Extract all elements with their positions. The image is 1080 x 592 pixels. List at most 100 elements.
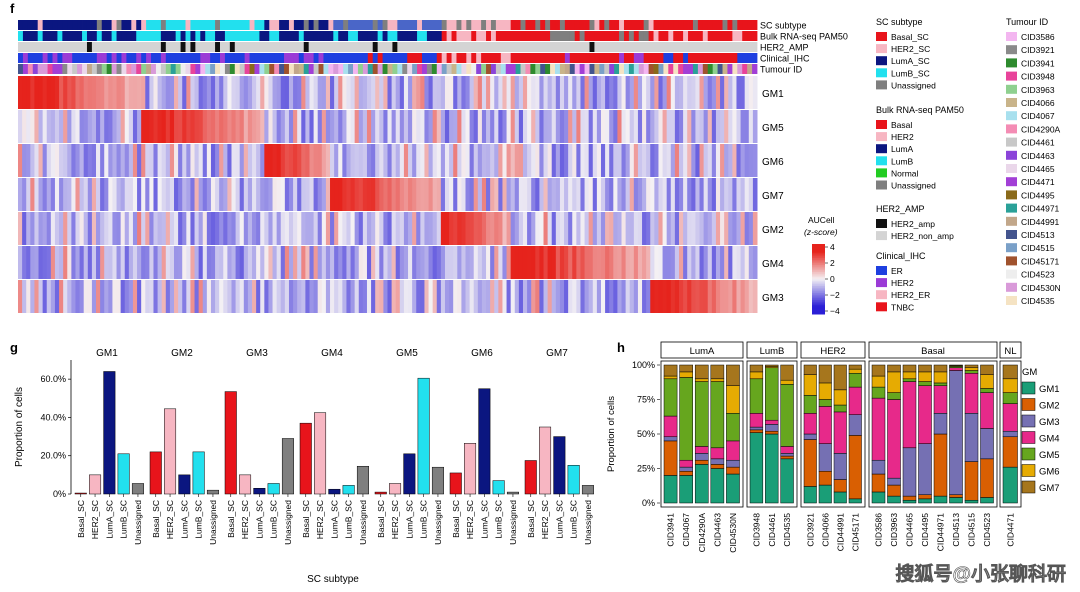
annot-sc-cell — [520, 20, 526, 30]
annot-sc-cell — [678, 20, 684, 30]
heatmap-cell — [227, 144, 232, 177]
annot-sc-cell — [579, 20, 585, 30]
heatmap-cell — [243, 144, 249, 177]
annot-sc-cell — [436, 20, 443, 30]
heatmap-cell — [424, 76, 430, 109]
annot-ihc-cell — [722, 53, 728, 63]
annot-her2amp-cell — [727, 42, 733, 52]
legend-item-sc: Unassigned — [891, 80, 936, 90]
heatmap-cell — [522, 178, 528, 211]
annot-her2amp-cell — [732, 42, 738, 52]
heatmap-cell — [444, 144, 450, 177]
annot-ihc-cell — [136, 53, 142, 63]
annot-sc-cell — [628, 20, 635, 30]
heatmap-cell — [465, 110, 471, 143]
heatmap-cell — [453, 280, 458, 313]
annot-tumour-cell — [466, 64, 472, 74]
heatmap-cell — [674, 280, 680, 313]
heatmap-cell — [120, 144, 126, 177]
annot-ihc-cell — [239, 53, 246, 63]
heatmap-cell — [91, 280, 97, 313]
heatmap-cell — [358, 280, 364, 313]
heatmap-cell — [695, 178, 701, 211]
annot-ihc-cell — [456, 53, 462, 63]
heatmap-cell — [362, 212, 368, 245]
annot-ihc-cell — [663, 53, 669, 63]
h-bar-cid4463-gm2 — [710, 464, 725, 469]
heatmap-cell — [416, 212, 421, 245]
annot-sc-cell — [663, 20, 669, 30]
annot-sc-cell — [357, 20, 364, 30]
heatmap-cell — [715, 76, 721, 109]
heatmap-cell — [506, 280, 512, 313]
heatmap-cell — [683, 144, 688, 177]
heatmap-cell — [551, 246, 557, 279]
heatmap-cell — [555, 246, 561, 279]
h-bar-cid44991-gm5 — [833, 404, 847, 413]
annot-pam50-cell — [653, 31, 659, 41]
legend-swatch-tumour — [1006, 216, 1017, 226]
heatmap-cell — [346, 110, 352, 143]
annot-her2amp-cell — [62, 42, 68, 52]
annot-her2amp-cell — [170, 42, 177, 52]
legend-swatch-ihc — [876, 290, 887, 300]
h-bar-cid4535-gm6 — [780, 379, 794, 385]
heatmap-cell — [268, 144, 274, 177]
heatmap-cell — [522, 212, 528, 245]
annot-ihc-cell — [353, 53, 359, 63]
heatmap-cell — [272, 76, 278, 109]
heatmap-cell — [674, 144, 680, 177]
annot-her2amp-cell — [239, 42, 246, 52]
annot-her2amp-cell — [559, 42, 566, 52]
heatmap-cell — [305, 178, 310, 211]
annot-ihc-cell — [101, 53, 108, 63]
annot-pam50-cell — [742, 31, 748, 41]
heatmap-cell — [215, 178, 220, 211]
heatmap-cell — [613, 76, 618, 109]
annot-her2amp-cell — [313, 42, 319, 52]
heatmap-cell — [317, 246, 323, 279]
annot-her2amp-cell — [303, 42, 310, 52]
colorbar-step — [812, 249, 825, 252]
heatmap-cell — [633, 280, 639, 313]
heatmap-cell — [687, 76, 692, 109]
heatmap-cell — [284, 76, 290, 109]
annot-tumour-cell — [229, 64, 236, 74]
heatmap-cell — [338, 246, 343, 279]
heatmap-cell — [137, 212, 142, 245]
heatmap-cell — [375, 110, 380, 143]
heatmap-cell — [506, 76, 512, 109]
h-bar-cid4515-gm6 — [964, 367, 979, 371]
heatmap-cell — [243, 212, 249, 245]
heatmap-cell — [510, 110, 516, 143]
annot-her2amp-cell — [545, 42, 551, 52]
annot-pam50-cell — [22, 31, 29, 41]
heatmap-cell — [350, 280, 356, 313]
heatmap-cell — [178, 144, 183, 177]
h-bar-cid45171-gm7 — [848, 364, 862, 370]
heatmap-cell — [646, 246, 651, 279]
heatmap-cell — [642, 76, 647, 109]
annot-sc-cell — [619, 20, 625, 30]
heatmap-cell — [613, 144, 618, 177]
annot-sc-cell — [658, 20, 664, 30]
h-bar-cid44971-gm3 — [933, 413, 948, 435]
heatmap-cell — [453, 76, 458, 109]
annot-pam50-cell — [668, 31, 674, 41]
heatmap-cell — [116, 212, 122, 245]
heatmap-cell — [637, 76, 643, 109]
colorbar-step — [812, 244, 825, 247]
annot-her2amp-cell — [505, 42, 512, 52]
annot-sc-cell — [42, 20, 48, 30]
heatmap-cell — [338, 280, 343, 313]
annot-pam50-cell — [614, 31, 620, 41]
annot-sc-cell — [32, 20, 39, 30]
heatmap-cell — [256, 110, 261, 143]
heatmap-cell — [399, 110, 405, 143]
heatmap-cell — [124, 280, 130, 313]
heatmap-cell — [498, 246, 503, 279]
heatmap-cell — [305, 280, 310, 313]
heatmap-cell — [514, 76, 520, 109]
heatmap-cell — [149, 280, 154, 313]
heatmap-cell — [288, 212, 294, 245]
